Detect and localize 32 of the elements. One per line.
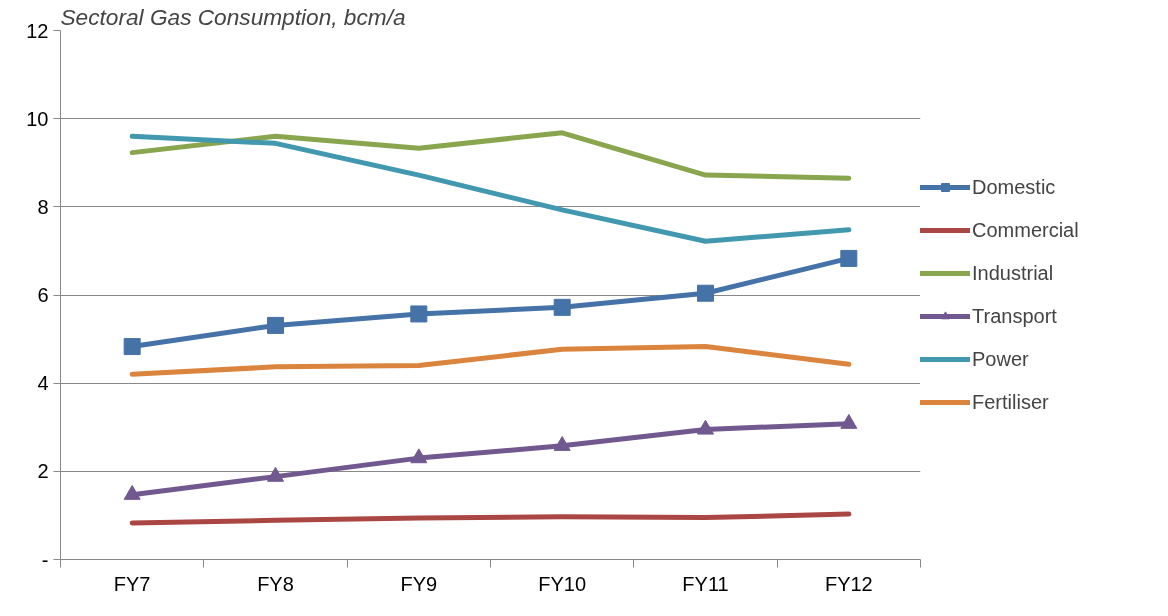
y-tick-label: 10: [26, 107, 49, 130]
point: [267, 466, 284, 482]
y-tick-label: 2: [37, 460, 49, 483]
legend-label: Domestic: [972, 175, 1056, 199]
legend-label: Fertiliser: [972, 390, 1049, 414]
x-tick-label: FY7: [113, 572, 151, 595]
point: [840, 249, 858, 267]
point: [553, 298, 571, 316]
legend-label: Power: [972, 347, 1029, 371]
x-tick-label: FY8: [257, 572, 294, 595]
y-tick-label: 6: [37, 284, 49, 306]
y-tick-label: 12: [26, 19, 49, 42]
legend-label: Industrial: [972, 261, 1054, 285]
x-tick-label: FY10: [538, 572, 587, 595]
legend-label: Transport: [972, 304, 1057, 328]
x-tick-label: FY9: [400, 572, 438, 595]
point: [410, 305, 428, 323]
point: [123, 484, 141, 500]
point: [410, 448, 428, 464]
x-tick-label: FY12: [824, 572, 873, 595]
legend-label: Commercial: [972, 218, 1079, 242]
y-tick-label: 4: [37, 372, 49, 395]
point: [553, 436, 571, 451]
point: [697, 419, 714, 435]
point: [267, 316, 284, 334]
y-tick-label: 8: [37, 195, 49, 218]
chart-title: Sectoral Gas Consumption, bcm/a: [60, 3, 406, 30]
point: [123, 338, 141, 356]
point: [840, 413, 858, 429]
x-tick-label: FY11: [682, 572, 729, 595]
point: [697, 284, 714, 302]
y-tick-label: -: [41, 548, 49, 571]
